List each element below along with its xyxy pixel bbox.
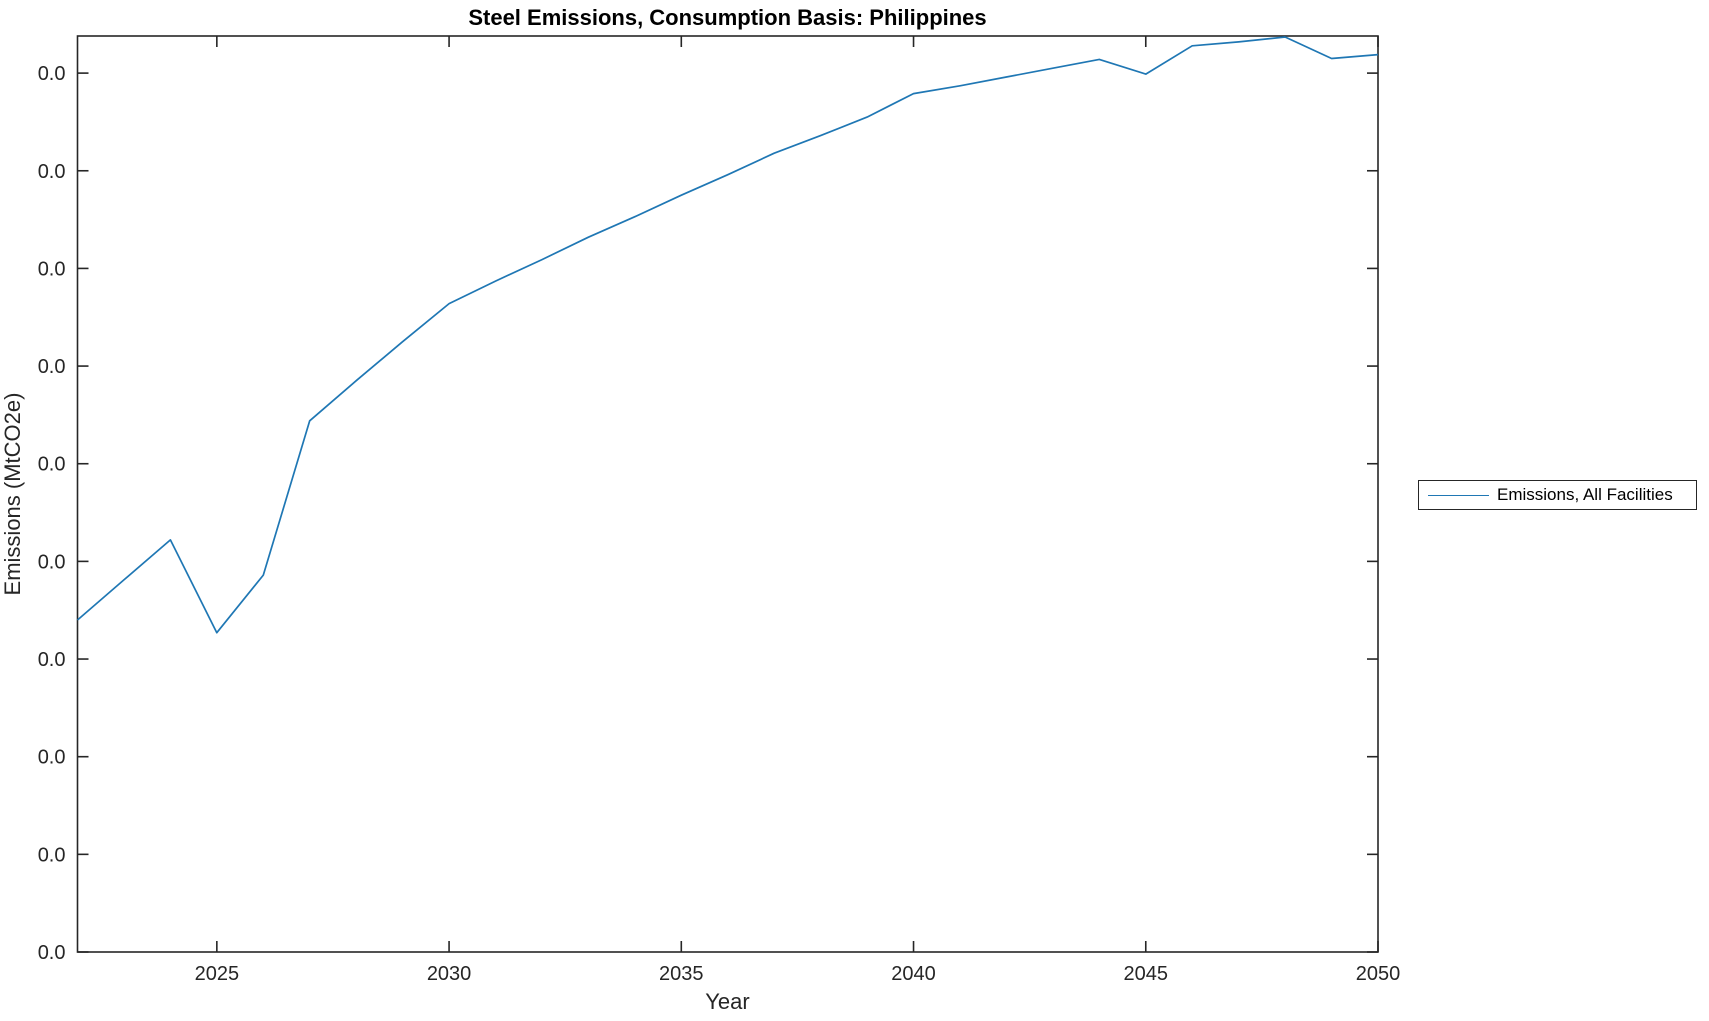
- legend-entry-label: Emissions, All Facilities: [1497, 485, 1673, 504]
- y-axis-label: Emissions (MtCO2e): [0, 392, 25, 596]
- y-tick-label: 0.0: [38, 649, 66, 671]
- y-tick-label: 0.0: [38, 63, 66, 85]
- y-tick-label: 0.0: [38, 454, 66, 476]
- y-tick-label: 0.0: [38, 258, 66, 280]
- x-tick-label: 2040: [891, 963, 936, 985]
- x-tick-label: 2030: [427, 963, 472, 985]
- y-tick-label: 0.0: [38, 551, 66, 573]
- y-tick-label: 0.0: [38, 747, 66, 769]
- chart-title: Steel Emissions, Consumption Basis: Phil…: [468, 5, 987, 30]
- x-tick-label: 2045: [1124, 963, 1169, 985]
- y-tick-label: 0.0: [38, 161, 66, 183]
- emissions-line: [76, 36, 1379, 634]
- y-tick-label: 0.0: [38, 844, 66, 866]
- x-axis-label: Year: [705, 989, 750, 1014]
- legend-box: Emissions, All Facilities: [1418, 480, 1697, 510]
- legend-line-sample-icon: [1428, 494, 1489, 496]
- x-tick-label: 2035: [659, 963, 704, 985]
- x-tick-label: 2025: [195, 963, 240, 985]
- y-tick-label: 0.0: [38, 356, 66, 378]
- x-tick-label: 2050: [1356, 963, 1401, 985]
- y-tick-label: 0.0: [38, 942, 66, 964]
- plot-frame: [76, 35, 1379, 953]
